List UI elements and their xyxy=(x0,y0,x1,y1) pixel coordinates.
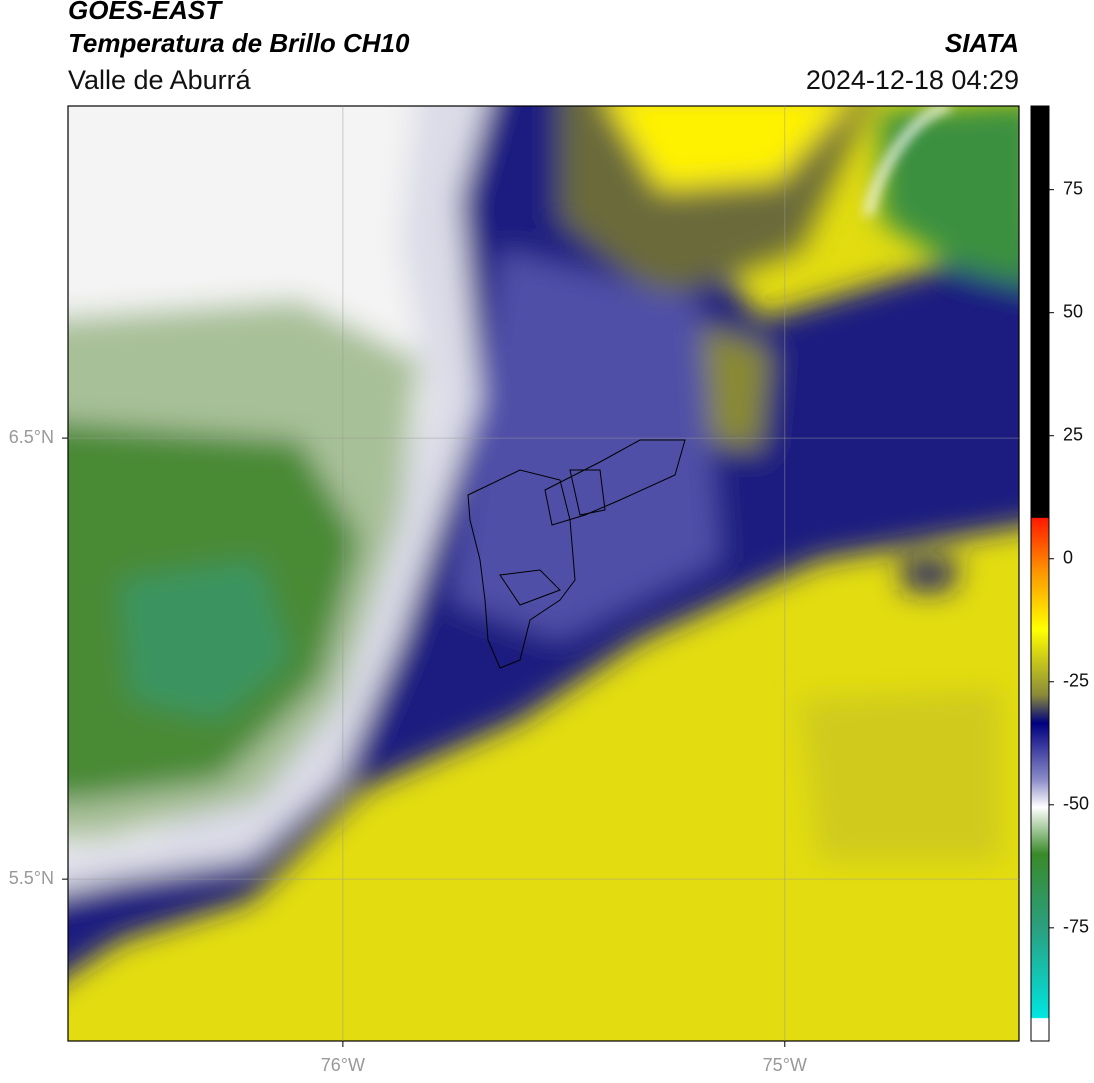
colorbar-tick-label: -75 xyxy=(1063,917,1089,937)
colorbar-tick-label: 25 xyxy=(1063,424,1083,444)
municipality-borders xyxy=(467,439,686,669)
map-frame xyxy=(67,105,1020,1042)
subtitle: Temperatura de Brillo CH10 xyxy=(68,28,410,58)
colorbar-tick-label: 0 xyxy=(1063,547,1073,567)
x-tick-label: 76°W xyxy=(321,1055,365,1075)
satellite-image xyxy=(68,106,1019,1041)
colorbar-tick-label: -25 xyxy=(1063,671,1089,691)
colorbar-tick-label: 50 xyxy=(1063,301,1083,321)
colorbar-tick-label: 75 xyxy=(1063,178,1083,198)
y-tick-label: 6.5°N xyxy=(9,427,54,447)
x-tick-label: 75°W xyxy=(763,1055,807,1075)
region: Valle de Aburrá xyxy=(68,65,252,95)
source: SIATA xyxy=(945,28,1019,58)
title: GOES-EAST xyxy=(68,0,223,25)
datetime: 2024-12-18 04:29 xyxy=(806,65,1019,95)
y-tick-label: 5.5°N xyxy=(9,868,54,888)
colorbar-tick-label: -50 xyxy=(1063,794,1089,814)
colorbar xyxy=(1030,105,1050,1042)
